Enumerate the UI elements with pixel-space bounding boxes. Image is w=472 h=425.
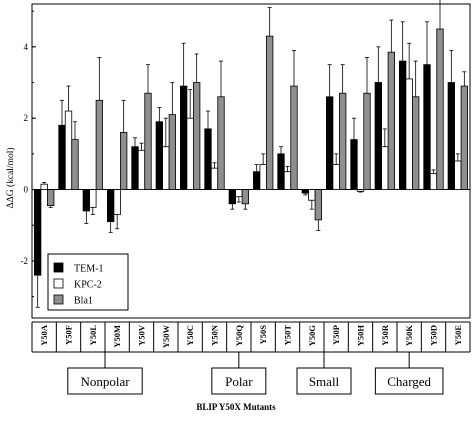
- bar: [82, 189, 90, 212]
- bar: [210, 167, 219, 190]
- legend-label: KPC-2: [74, 280, 102, 291]
- bar: [356, 189, 365, 192]
- group-box: [211, 367, 267, 395]
- bar: [374, 82, 382, 190]
- category-label: Y50F: [64, 325, 74, 345]
- bar: [34, 189, 42, 276]
- bar: [89, 189, 97, 208]
- plot-area: -2 0 2 4 Y50A Y50F Y50L Y50M Y50V Y50W Y50C Y50N Y50…: [21, 0, 471, 395]
- category-label: Y50H: [356, 325, 366, 347]
- category-label: Y50V: [137, 324, 147, 346]
- legend-label: TEM-1: [74, 264, 103, 275]
- plot-frame: [31, 3, 471, 319]
- bar: [107, 189, 115, 223]
- bar: [387, 51, 395, 190]
- bar: [71, 139, 79, 190]
- bar: [155, 121, 163, 190]
- bar: [137, 149, 146, 190]
- bar: [339, 92, 347, 190]
- category-label: Y50P: [331, 325, 341, 345]
- bar: [228, 189, 236, 205]
- bar: [144, 92, 152, 190]
- group-box: [296, 367, 352, 395]
- bar: [308, 189, 316, 201]
- category-label: Y50S: [258, 325, 268, 345]
- group-label: Small: [309, 374, 340, 389]
- bar: [193, 82, 201, 190]
- category-label: Y50T: [283, 325, 293, 346]
- legend-label: Bla1: [74, 296, 93, 307]
- legend-swatch: [53, 294, 64, 305]
- bar: [162, 146, 170, 190]
- bar: [399, 60, 407, 190]
- bar: [405, 78, 413, 190]
- bar: [180, 85, 188, 190]
- bar: [186, 117, 194, 190]
- y-tick-label: 0: [24, 185, 29, 195]
- category-label: Y50C: [185, 325, 195, 346]
- category-label: Y50K: [404, 325, 414, 347]
- bar: [381, 146, 389, 190]
- bar: [454, 160, 462, 190]
- bar: [95, 99, 103, 190]
- bar: [241, 189, 249, 205]
- bar: [235, 189, 243, 198]
- bar: [363, 92, 371, 190]
- y-tick-label: -2: [21, 256, 29, 266]
- y-tick-label: 4: [24, 42, 29, 52]
- category-label: Y50G: [307, 325, 317, 347]
- category-label: Y50N: [210, 324, 220, 346]
- bar: [460, 85, 468, 190]
- bar: [326, 96, 334, 190]
- bar: [283, 171, 292, 190]
- category-label: Y50W: [161, 325, 171, 349]
- category-label: Y50L: [88, 325, 98, 346]
- bar: [447, 82, 455, 190]
- legend-swatch: [53, 278, 64, 289]
- bar: [64, 110, 73, 190]
- bar: [277, 153, 285, 190]
- category-label: Y50Q: [234, 325, 244, 347]
- bar: [301, 189, 309, 194]
- bar: [332, 164, 340, 190]
- category-label: Y50A: [39, 324, 49, 346]
- bar: [412, 96, 420, 190]
- group-label: Polar: [225, 374, 253, 389]
- category-label: Y50R: [380, 324, 390, 346]
- bar: [290, 85, 298, 190]
- bar: [429, 173, 438, 190]
- bar: [204, 128, 212, 190]
- bar: [314, 189, 322, 221]
- bar: [131, 146, 139, 190]
- category-label: Y50M: [112, 325, 122, 348]
- bar: [350, 139, 358, 190]
- group-box: [374, 367, 444, 395]
- category-label: Y50E: [453, 325, 463, 346]
- y-axis-label: ΔΔG (kcal/mol): [5, 147, 16, 208]
- x-axis-label: BLIP Y50X Mutants: [196, 402, 276, 412]
- group-label: Charged: [387, 374, 431, 389]
- bar: [423, 64, 431, 190]
- bar: [168, 114, 176, 190]
- bar: [58, 124, 66, 190]
- bar: [40, 183, 48, 190]
- bar: [259, 164, 267, 190]
- y-tick-label: 2: [24, 113, 29, 123]
- category-label: Y50D: [429, 325, 439, 346]
- bar: [436, 28, 444, 190]
- group-label: Nonpolar: [80, 374, 130, 389]
- bar: [253, 171, 261, 190]
- bar: [120, 132, 128, 190]
- bar: [113, 189, 121, 215]
- legend-swatch: [53, 262, 64, 273]
- group-box: [67, 367, 143, 395]
- bar: [266, 35, 274, 190]
- bar: [47, 189, 55, 207]
- bar: [217, 96, 225, 190]
